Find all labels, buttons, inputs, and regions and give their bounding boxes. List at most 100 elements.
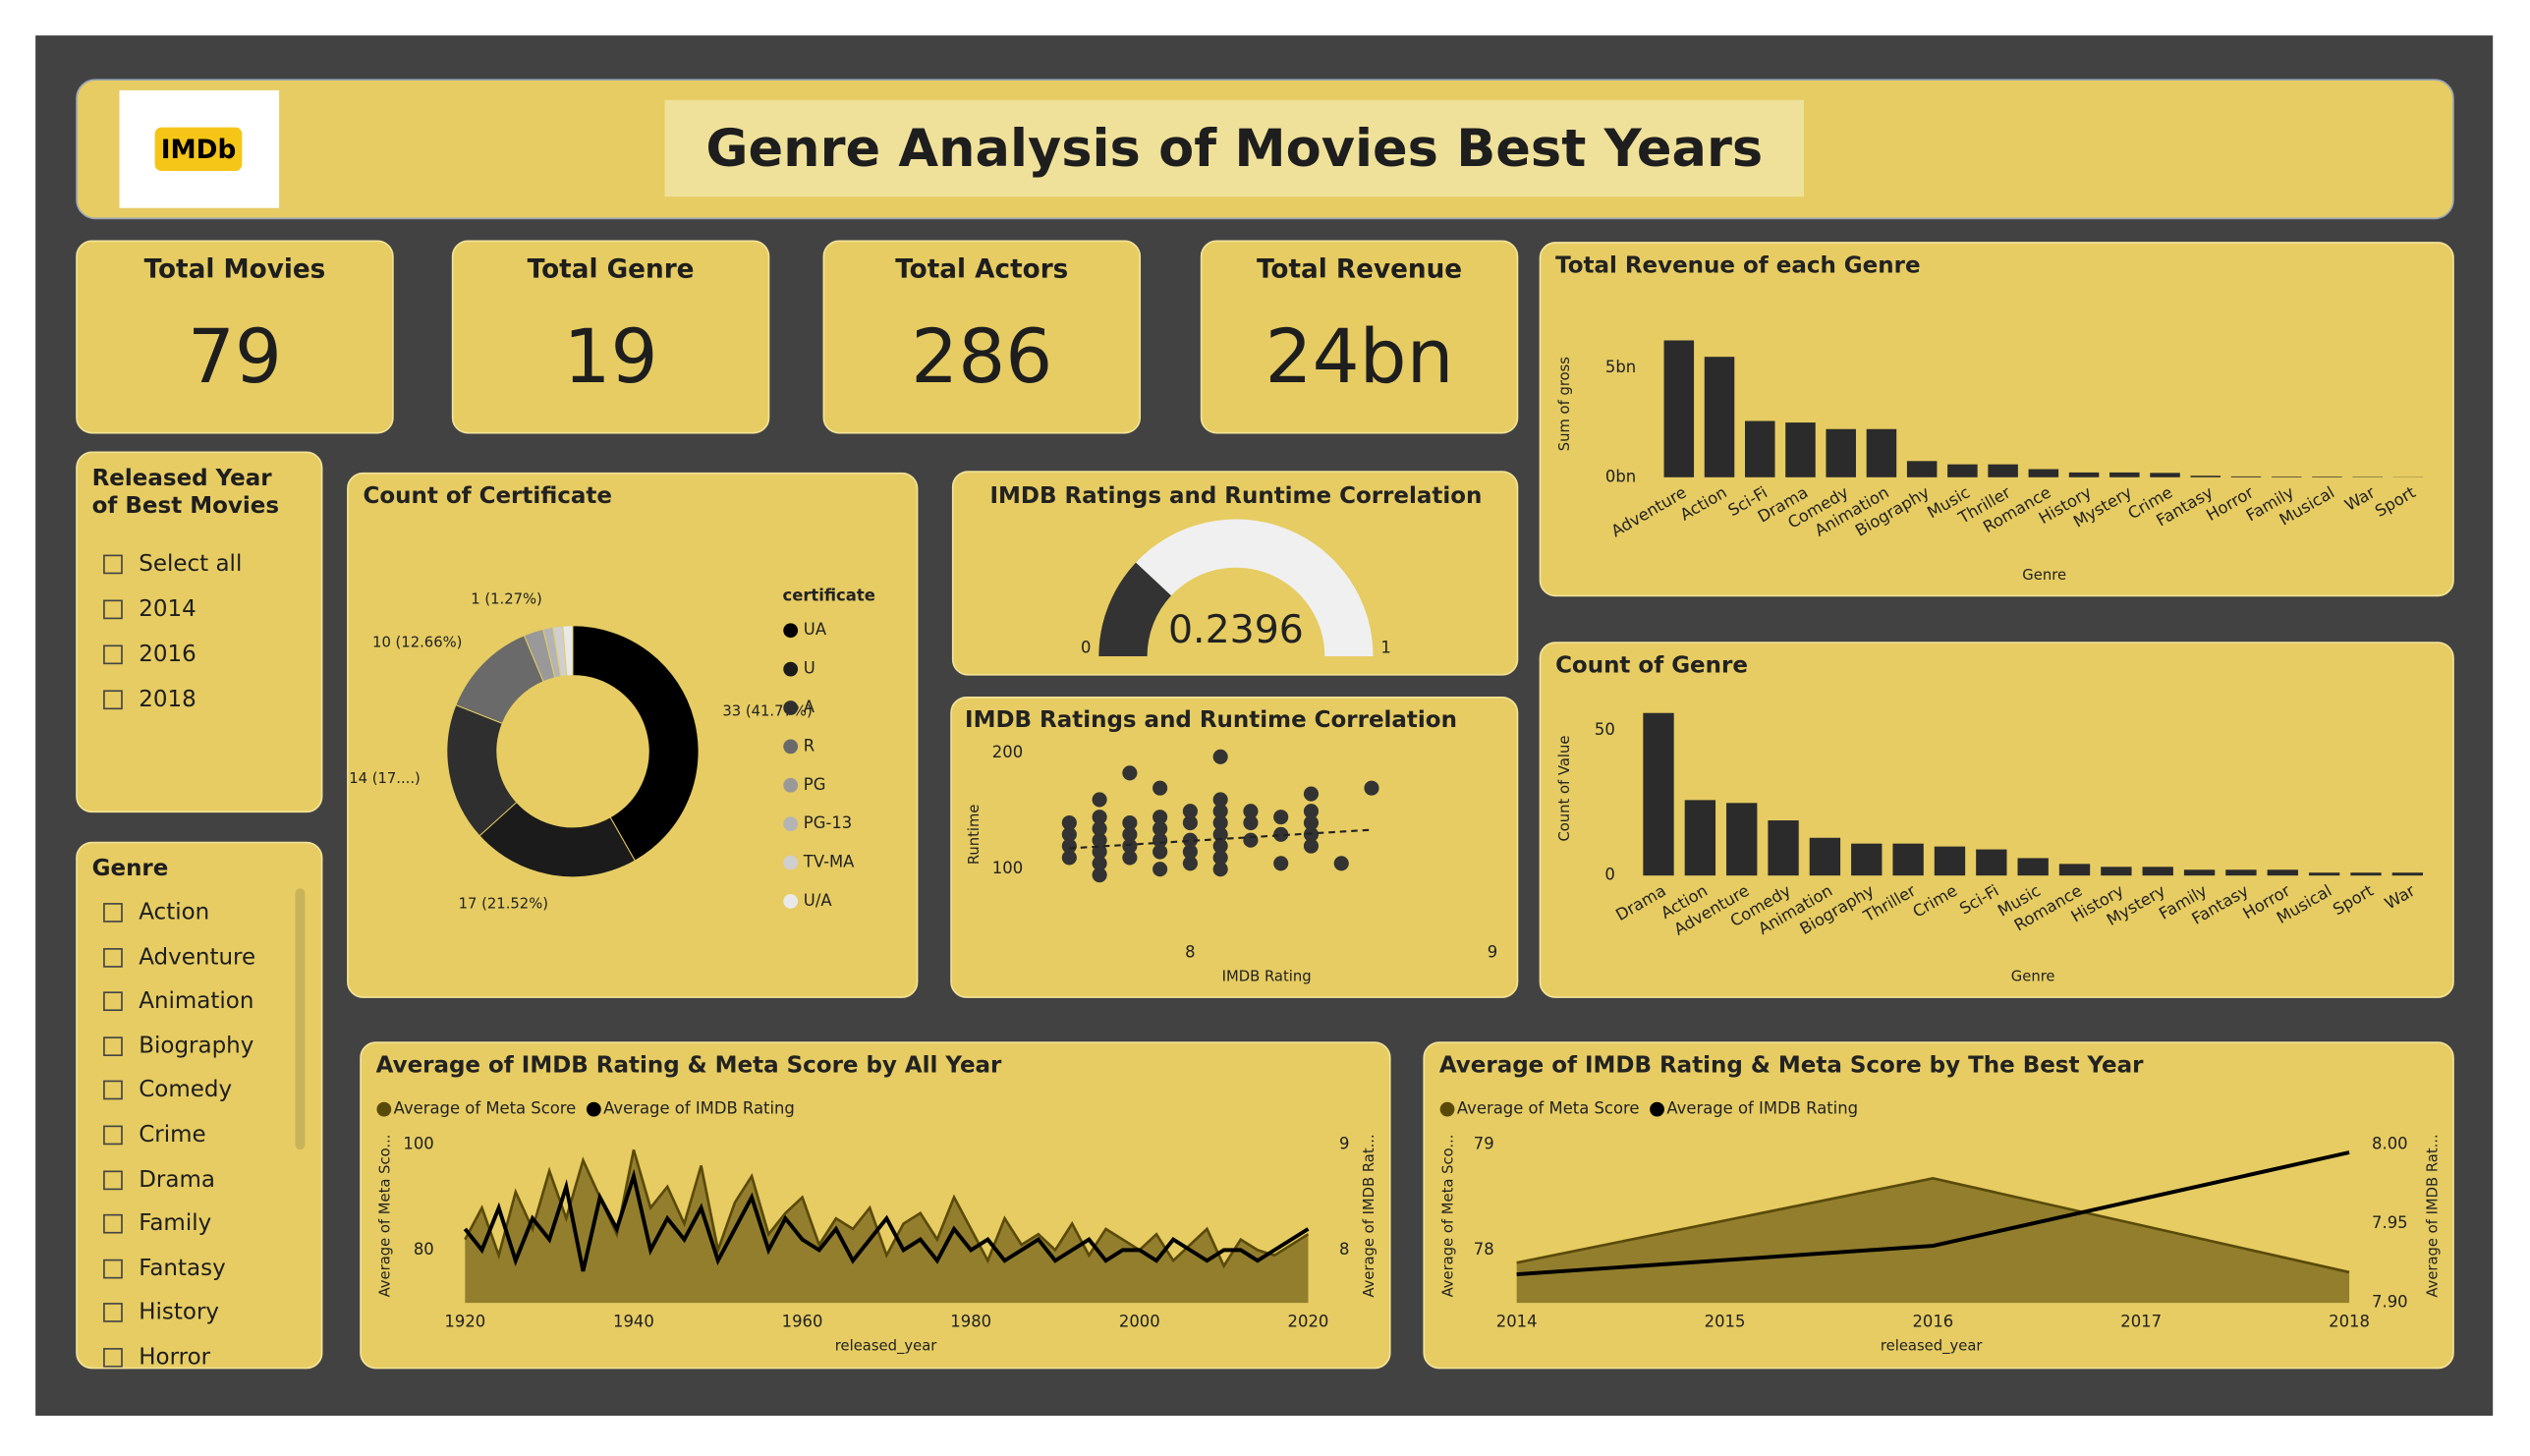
x-tick-label: 2016	[1912, 1312, 1953, 1330]
legend-marker	[376, 1101, 392, 1117]
slicer-item[interactable]: Action	[103, 895, 209, 930]
bar	[1704, 357, 1735, 477]
legend-label: U	[804, 659, 815, 678]
chart-title: Total Revenue of each Genre	[1555, 252, 1920, 278]
bar	[2350, 872, 2382, 876]
y-tick-label: 8.00	[2372, 1134, 2408, 1152]
bar	[2109, 472, 2140, 477]
slicer-item[interactable]: Horror	[103, 1340, 211, 1370]
axis-title: Average of IMDB Rat...	[2424, 1134, 2441, 1297]
slicer-item[interactable]: Animation	[103, 983, 253, 1019]
x-tick-label: Drama	[1612, 881, 1669, 924]
slicer-item-label[interactable]: Select all	[139, 551, 243, 578]
checkbox[interactable]	[103, 1125, 123, 1146]
checkbox[interactable]	[103, 644, 123, 665]
slicer-item-label[interactable]: History	[139, 1300, 220, 1326]
slicer-item-label[interactable]: Drama	[139, 1166, 215, 1193]
slicer-item[interactable]: 2018	[103, 682, 197, 717]
point	[1212, 862, 1228, 877]
y-tick-label: 0	[1604, 866, 1614, 884]
bar	[2190, 476, 2221, 477]
checkbox[interactable]	[103, 1259, 123, 1279]
slicer-item[interactable]: 2016	[103, 637, 197, 672]
axis-title: Sum of gross	[1556, 357, 1573, 451]
checkbox[interactable]	[103, 991, 123, 1012]
slicer-item-label[interactable]: 2018	[139, 687, 197, 713]
data-label: 33 (41.77%)	[722, 703, 812, 720]
area	[1516, 1178, 2350, 1304]
checkbox[interactable]	[103, 1169, 123, 1190]
x-tick-label: Sport	[2330, 881, 2377, 920]
point	[1061, 850, 1077, 866]
x-tick-label: 2020	[1288, 1312, 1329, 1330]
checkbox[interactable]	[103, 1036, 123, 1056]
kpi-value: 79	[187, 312, 283, 401]
slicer-item[interactable]: Adventure	[103, 939, 255, 975]
checkbox[interactable]	[103, 1303, 123, 1323]
point	[1212, 826, 1228, 842]
point	[1153, 820, 1168, 836]
slicer-item-label[interactable]: Action	[139, 899, 210, 926]
y-tick-label: 7.95	[2372, 1213, 2408, 1232]
slicer-item-label[interactable]: 2014	[139, 596, 197, 623]
checkbox[interactable]	[103, 903, 123, 923]
point	[1182, 814, 1198, 831]
slicer-item-label[interactable]: Fantasy	[139, 1256, 226, 1282]
point	[1061, 826, 1077, 842]
point	[1303, 804, 1320, 819]
slicer-item[interactable]: Select all	[103, 546, 242, 582]
point	[1182, 804, 1198, 819]
chart-title: Average of IMDB Rating & Meta Score by A…	[376, 1052, 1002, 1078]
slicer-item[interactable]: History	[103, 1296, 219, 1331]
chart-card	[950, 696, 1519, 998]
chart-title: IMDB Ratings and Runtime Correlation	[989, 483, 1482, 509]
axis-title: released_year	[1881, 1337, 1984, 1354]
x-tick-label: Action	[1677, 482, 1730, 524]
slicer-item[interactable]: Fantasy	[103, 1251, 226, 1286]
slicer-item-label[interactable]: Family	[139, 1210, 212, 1238]
point	[1182, 856, 1198, 871]
legend-label: A	[804, 698, 815, 716]
slicer-item-label[interactable]: 2016	[139, 642, 197, 668]
chart-title: Count of Certificate	[363, 483, 611, 509]
slicer-item-label[interactable]: Biography	[139, 1033, 254, 1059]
slicer-item[interactable]: 2014	[103, 591, 197, 627]
bar	[2271, 476, 2302, 477]
x-tick-label: 1980	[950, 1312, 991, 1330]
slicer-item[interactable]: Crime	[103, 1117, 206, 1152]
gauge-track	[1136, 519, 1374, 656]
checkbox[interactable]	[103, 1081, 123, 1100]
checkbox[interactable]	[103, 554, 123, 575]
x-tick-label: Adventure	[1608, 482, 1690, 540]
bar	[2150, 473, 2180, 477]
slicer-item[interactable]: Family	[103, 1206, 211, 1242]
legend-marker	[783, 700, 799, 715]
y-tick-label: 7.90	[2372, 1293, 2408, 1312]
slicer-item[interactable]: Biography	[103, 1029, 253, 1064]
axis-title: IMDB Rating	[1222, 969, 1312, 985]
axis-title: Average of Meta Sco...	[1440, 1135, 1457, 1298]
point	[1092, 810, 1107, 825]
y-tick-label: 79	[1474, 1134, 1494, 1152]
slicer-item-label[interactable]: Comedy	[139, 1077, 233, 1104]
checkbox[interactable]	[103, 690, 123, 710]
scrollbar	[295, 888, 306, 1150]
trend-line	[1069, 828, 1373, 850]
checkbox[interactable]	[103, 1214, 123, 1234]
bar	[1809, 837, 1841, 876]
slicer-item-label[interactable]: Crime	[139, 1122, 206, 1148]
chart-card	[347, 472, 919, 998]
slicer-item[interactable]: Drama	[103, 1162, 215, 1198]
checkbox[interactable]	[103, 947, 123, 968]
bar	[2101, 867, 2132, 876]
chart-title: Count of Genre	[1555, 652, 1748, 678]
slicer-item[interactable]: Comedy	[103, 1073, 232, 1108]
gauge-value	[1098, 562, 1172, 656]
checkbox[interactable]	[103, 599, 123, 620]
slicer-item-label[interactable]: Horror	[139, 1344, 211, 1370]
x-tick-label: 2017	[2120, 1312, 2162, 1330]
checkbox[interactable]	[103, 1348, 123, 1368]
slicer-item-label[interactable]: Adventure	[139, 944, 256, 971]
slicer-item-label[interactable]: Animation	[139, 988, 254, 1015]
kpi-card: Total Movies 79	[76, 240, 394, 434]
